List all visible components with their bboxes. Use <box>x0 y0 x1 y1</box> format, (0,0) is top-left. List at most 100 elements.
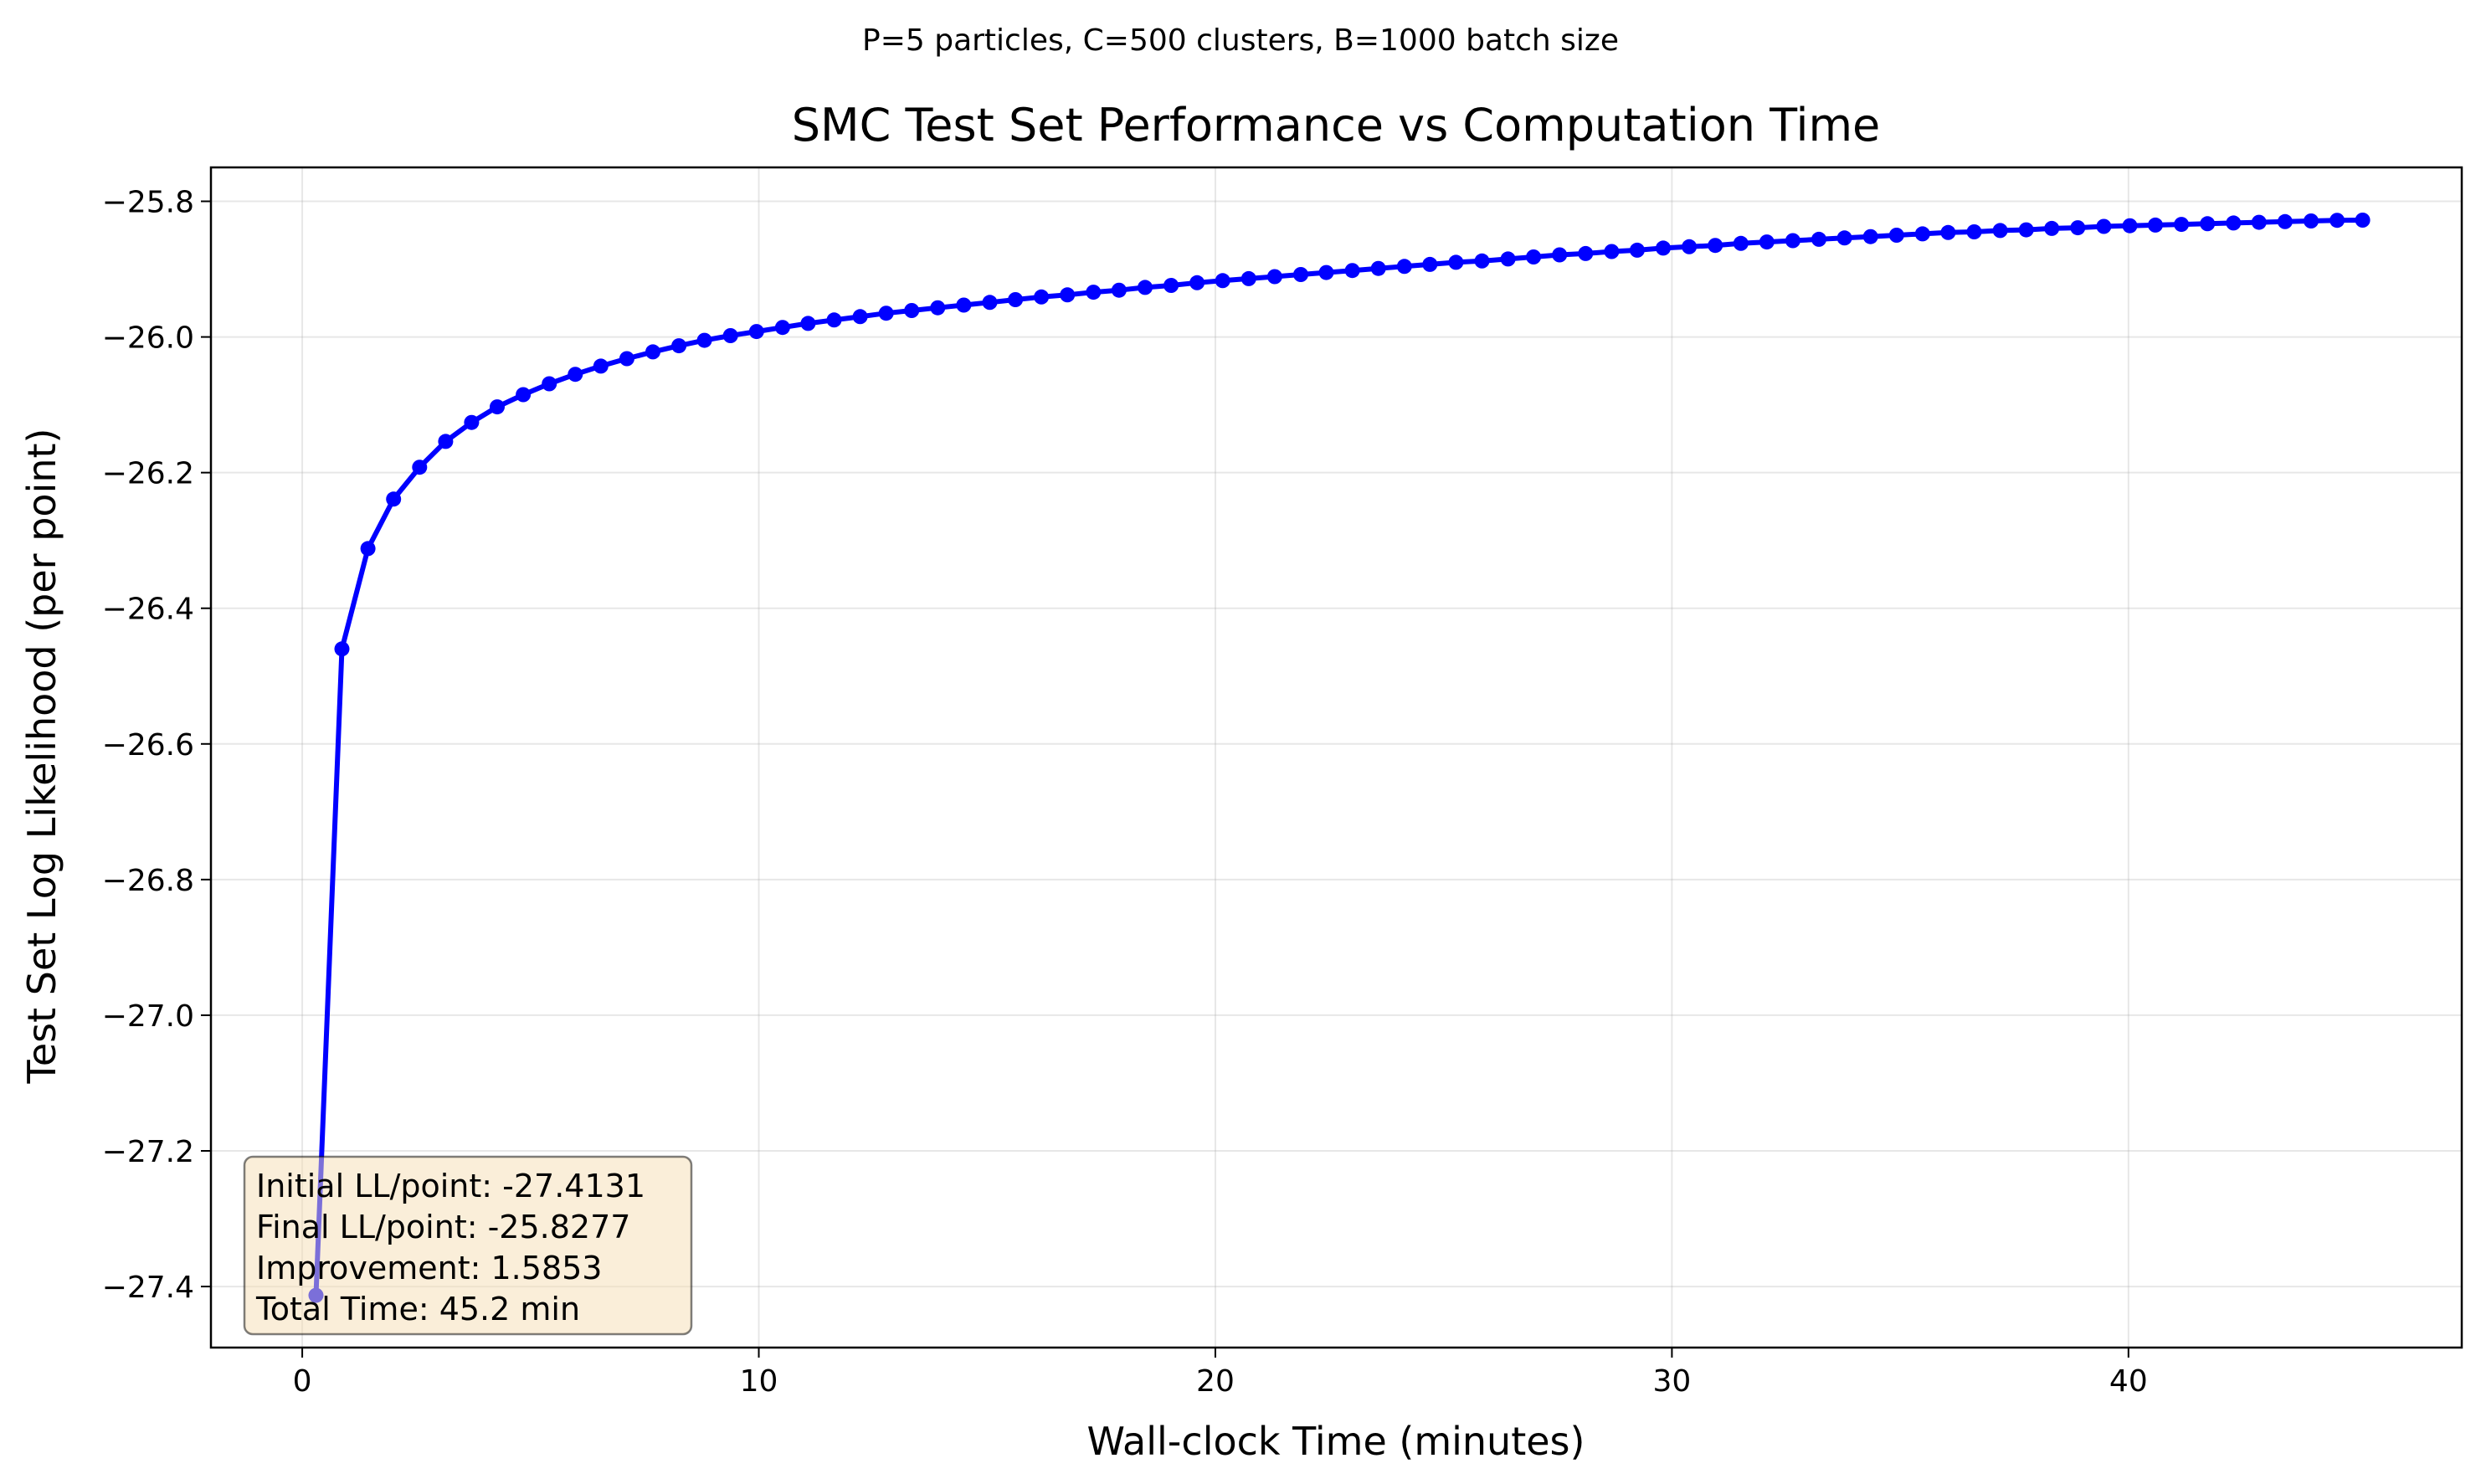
data-point <box>438 434 454 449</box>
data-point <box>2174 217 2190 233</box>
y-axis-label: Test Set Log Likelihood (per point) <box>19 429 64 1085</box>
data-point <box>1682 239 1698 254</box>
data-point <box>2355 213 2371 228</box>
data-point <box>1215 273 1230 289</box>
y-tick-label: −26.0 <box>102 321 194 356</box>
data-point <box>1500 251 1516 267</box>
y-tick-label: −27.2 <box>102 1135 194 1169</box>
data-point <box>982 295 998 311</box>
stats-box-background <box>243 1155 693 1336</box>
data-point <box>2277 213 2293 229</box>
data-point <box>1474 253 1490 269</box>
grid-layer <box>211 167 2462 1348</box>
data-point <box>1578 245 1594 261</box>
data-point <box>1318 264 1334 280</box>
data-point <box>360 541 376 557</box>
data-point <box>1163 278 1179 293</box>
data-point <box>334 641 350 657</box>
data-point <box>1293 267 1308 282</box>
data-point <box>748 324 764 340</box>
data-point <box>1992 223 2008 239</box>
data-point <box>722 328 738 343</box>
data-point <box>2018 222 2034 238</box>
data-point <box>568 367 583 383</box>
data-point <box>1656 240 1671 256</box>
stats-box-line: Final LL/point: -25.8277 <box>256 1209 630 1245</box>
data-point <box>1008 292 1024 307</box>
data-point <box>1629 242 1645 258</box>
data-point <box>386 491 402 507</box>
stats-box-line: Improvement: 1.5853 <box>256 1250 602 1286</box>
x-tick-label: 10 <box>740 1364 778 1399</box>
data-point <box>1940 224 1956 240</box>
data-point <box>1448 254 1464 270</box>
data-point <box>645 344 660 360</box>
data-point <box>1086 285 1102 300</box>
data-point <box>696 332 712 348</box>
data-point <box>2226 215 2242 231</box>
data-point <box>1240 270 1256 286</box>
data-point <box>904 303 920 318</box>
data-point <box>2304 213 2319 229</box>
y-tick-label: −27.0 <box>102 999 194 1034</box>
data-point <box>1785 233 1800 249</box>
y-tick-label: −26.8 <box>102 864 194 898</box>
data-point <box>464 414 480 430</box>
y-tick-label: −26.4 <box>102 593 194 627</box>
data-point <box>1266 269 1282 285</box>
chart-suptitle: P=5 particles, C=500 clusters, B=1000 ba… <box>862 23 1619 58</box>
data-point <box>852 309 868 325</box>
data-point <box>826 312 842 328</box>
data-point <box>1034 289 1050 305</box>
x-tick-label: 0 <box>293 1364 312 1399</box>
tick-layer: 0 10 20 30 40 −25.8 −26.0 −26.2 −26.4 −26.6 −26.8 −… <box>102 186 2148 1399</box>
data-point <box>1396 259 1412 275</box>
data-point <box>1733 235 1749 251</box>
data-point <box>2070 220 2086 236</box>
data-point <box>878 306 894 321</box>
data-point <box>1422 256 1438 272</box>
data-point <box>800 316 816 331</box>
data-point <box>1189 275 1205 290</box>
data-point <box>1862 229 1878 244</box>
data-point <box>1344 263 1360 279</box>
data-point <box>2096 218 2112 234</box>
data-point <box>956 297 972 313</box>
x-tick-label: 20 <box>1196 1364 1235 1399</box>
data-point <box>1138 280 1153 295</box>
y-tick-label: −27.4 <box>102 1271 194 1305</box>
data-point <box>2251 214 2267 230</box>
stats-box-line: Total Time: 45.2 min <box>255 1291 580 1327</box>
data-point <box>516 387 532 403</box>
data-point <box>593 358 609 374</box>
data-point <box>1966 224 1982 239</box>
data-point <box>1526 249 1542 264</box>
data-point <box>1888 228 1904 243</box>
data-point <box>671 338 687 354</box>
data-point <box>1604 244 1620 259</box>
data-point <box>1552 247 1568 263</box>
data-point <box>619 351 634 367</box>
series-line <box>313 218 2363 1296</box>
data-point <box>2200 216 2216 232</box>
chart-title: SMC Test Set Performance vs Computation … <box>792 99 1881 151</box>
x-tick-label: 40 <box>2109 1364 2148 1399</box>
data-point <box>2329 213 2345 229</box>
y-tick-label: −25.8 <box>102 186 194 220</box>
data-point <box>1759 234 1775 250</box>
data-point <box>490 399 505 415</box>
data-point <box>542 376 557 392</box>
x-tick-label: 30 <box>1652 1364 1691 1399</box>
data-point <box>1370 260 1386 276</box>
data-point <box>774 320 790 336</box>
data-point <box>1708 238 1723 254</box>
data-point <box>1811 231 1826 247</box>
data-point <box>412 460 428 475</box>
data-point <box>1914 226 1930 242</box>
y-tick-label: −26.2 <box>102 457 194 491</box>
data-point <box>2148 217 2163 233</box>
data-point <box>930 300 946 316</box>
data-point <box>2122 218 2138 234</box>
stats-box-line: Initial LL/point: -27.4131 <box>256 1168 645 1204</box>
